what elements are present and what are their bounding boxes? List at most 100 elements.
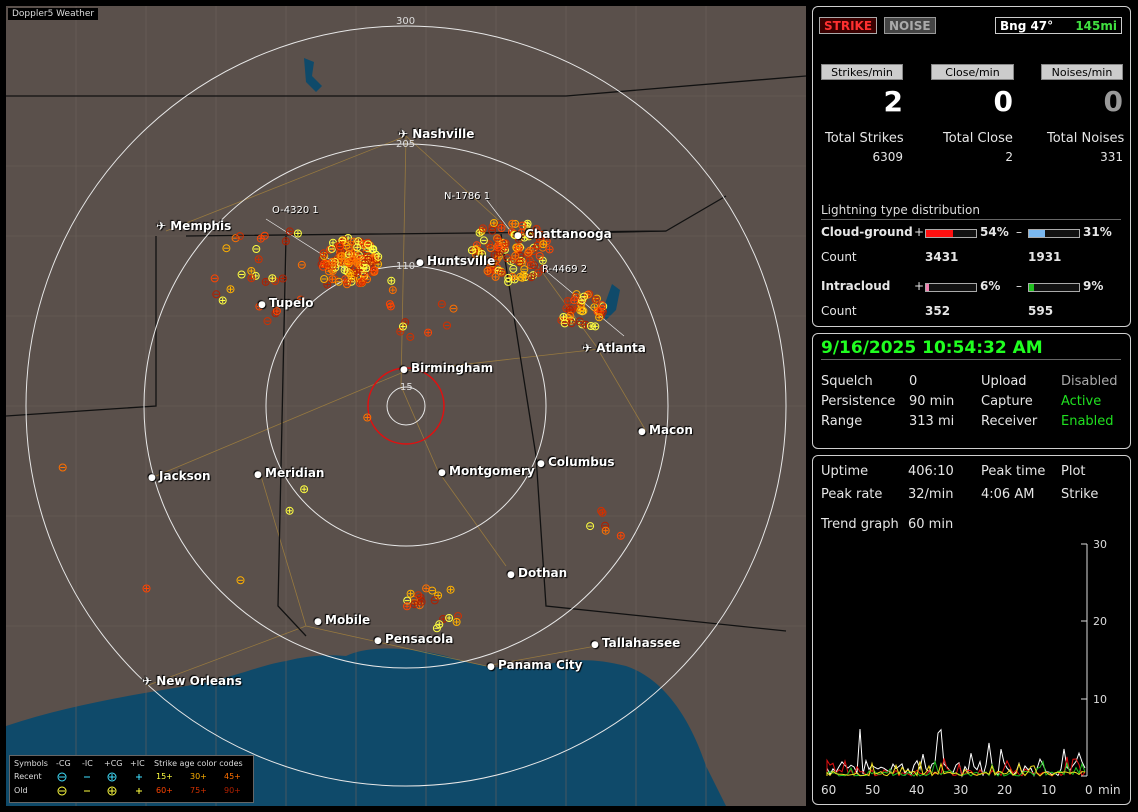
datetime: 9/16/2025 10:54:32 AM [821,338,1043,358]
total-strikes-label: Total Strikes [825,131,904,146]
strike-symbol [520,233,529,242]
lightning-map[interactable]: Doppler5 Weather 300 205 110 15 ✈ Nashvi… [6,6,806,806]
strike-symbol [272,307,281,316]
cg-neg-sign: – [1016,225,1022,239]
strike-symbol [388,286,397,295]
legend-age-75: 75+ [190,786,207,795]
city-name: Memphis [170,219,232,233]
strike-symbol [300,485,309,494]
strike-symbol [535,252,544,260]
strike-symbol [509,264,518,273]
total-close-value: 2 [1005,150,1013,164]
city-dot-icon: ● [638,427,649,437]
strike-symbol [449,304,458,313]
setting-label: Upload [981,374,1027,389]
y-tick-10: 10 [1093,693,1107,706]
trend-value[interactable]: 60 min [908,517,954,532]
x-tick: 50 [865,783,880,797]
strike-symbol [422,584,431,593]
stats-panel: Uptime 406:10 Peak time Plot Peak rate 3… [812,455,1131,805]
setting-value: Enabled [1061,414,1114,429]
strike-symbol [485,240,494,249]
app-name: Doppler5 Weather [8,8,99,20]
x-tick: 20 [997,783,1012,797]
strike-symbol [598,301,606,310]
city-name: Meridian [265,466,325,480]
close-per-min-value: 0 [993,85,1013,118]
strike-symbol [489,219,498,227]
strike-button[interactable]: STRIKE [819,17,878,34]
x-tick: 10 [1041,783,1056,797]
strike-symbol [570,296,579,305]
strike-symbol [370,266,379,275]
strike-symbol [586,522,595,531]
strike-symbol [510,230,519,239]
strike-symbol [281,237,290,246]
legend-age-30: 30+ [190,772,207,781]
legend-age-title: Strike age color codes [154,759,243,768]
strike-symbol [508,272,517,281]
city-dot-icon: ● [438,468,449,478]
strike-symbol [363,413,372,422]
ic-pos-bar [925,283,977,292]
strike-symbol [530,261,539,270]
strike-symbol [508,219,517,228]
ring-label-300: 300 [396,16,416,27]
strike-symbol [247,274,256,283]
setting-value: Active [1061,394,1102,409]
trend-graph: 30 20 10 60 50 40 30 20 10 0 min [821,538,1121,797]
strike-marker-label: O-4320 1 [272,205,319,216]
y-tick-30: 30 [1093,538,1107,551]
setting-value: Disabled [1061,374,1118,389]
close-per-min-header[interactable]: Close/min [931,64,1014,80]
range-value: 145mi [1075,19,1117,33]
setting-value: 90 min [909,394,955,409]
city-memphis: ✈ Memphis [156,219,231,233]
cloud-ground-label: Cloud-ground [821,225,913,239]
city-chattanooga: ● Chattanooga [514,227,612,241]
ic-count-label: Count [821,304,857,318]
strike-symbol [494,235,502,244]
setting-label: Capture [981,394,1033,409]
noises-per-min-header[interactable]: Noises/min [1041,64,1123,80]
strike-symbol [591,295,600,304]
strike-symbol [212,290,221,299]
city-columbus: ● Columbus [537,455,615,469]
cg-pos-pct: 54% [980,225,1009,239]
strike-symbol [278,274,287,283]
map-canvas [6,6,806,806]
strike-symbol [504,273,513,282]
strike-symbol [563,297,572,306]
total-strikes-value: 6309 [872,150,903,164]
strike-symbol [255,302,264,311]
plot-value[interactable]: Strike [1061,487,1099,502]
city-name: Huntsville [427,254,496,268]
city-dot-icon: ● [314,617,325,627]
strike-symbol [340,266,349,275]
strike-marker-label: R-4469 2 [542,264,588,275]
strike-symbol [406,589,415,598]
strike-symbol [567,319,576,328]
city-dot-icon: ● [148,473,159,483]
strike-symbol [446,585,455,594]
legend-symbols-label: Symbols [14,759,48,768]
noise-button[interactable]: NOISE [884,17,936,34]
total-close-label: Total Close [943,131,1013,146]
city-mobile: ● Mobile [314,613,370,627]
strike-symbol [324,267,333,276]
city-dot-icon: ● [400,365,411,375]
strike-symbol [263,317,272,326]
strike-symbol [478,250,486,258]
city-dot-icon: ● [374,636,385,646]
city-panama-city: ● Panama City [487,658,582,672]
strike-symbol [353,243,362,252]
city-name: Montgomery [449,464,535,478]
strike-symbol [399,322,407,331]
strike-symbol [252,245,261,253]
city-name: Macon [649,423,693,437]
strike-symbol [532,225,541,233]
strikes-per-min-header[interactable]: Strikes/min [821,64,903,80]
strike-symbol [452,618,461,626]
ring-label-15: 15 [400,382,413,393]
city-name: Chattanooga [525,227,612,241]
